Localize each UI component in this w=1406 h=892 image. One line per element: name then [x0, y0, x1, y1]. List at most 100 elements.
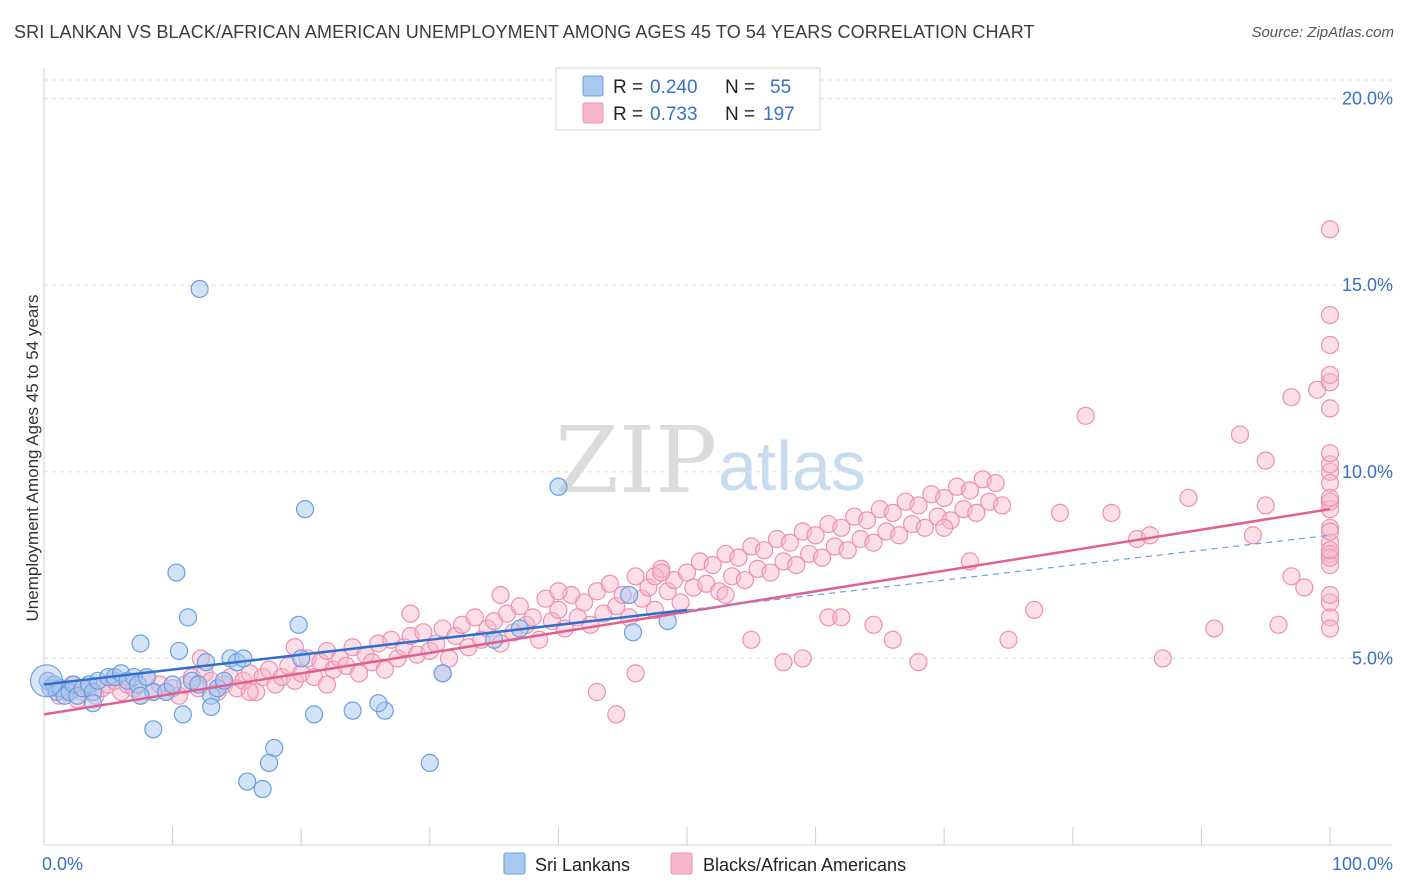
point-blacks-148 — [986, 473, 1005, 493]
point-blacks-136 — [909, 496, 928, 515]
point-blacks-158 — [587, 682, 607, 702]
point-srilankans-36 — [144, 720, 163, 739]
legend-r-label-blue: R = — [613, 77, 643, 98]
point-blacks-74 — [510, 597, 529, 616]
point-srilankans-45 — [304, 705, 324, 724]
point-blacks-165 — [774, 653, 793, 672]
point-blacks-112 — [755, 541, 774, 560]
point-blacks-198 — [1320, 473, 1340, 493]
legend-box: R = 0.240 N = 55 R = 0.733 N = 197 — [555, 67, 821, 131]
point-blacks-88 — [600, 574, 619, 593]
trend-line-blacks — [43, 507, 1331, 716]
y-tick-label-5: 5.0% — [1352, 648, 1393, 668]
point-blacks-108 — [729, 548, 748, 567]
point-blacks-137 — [915, 518, 935, 537]
point-blacks-215 — [1320, 522, 1340, 541]
point-srilankans-43 — [289, 615, 308, 634]
chart-title: SRI LANKAN VS BLACK/AFRICAN AMERICAN UNE… — [14, 22, 1035, 42]
point-blacks-206 — [1320, 399, 1340, 418]
axes — [43, 68, 1392, 846]
point-blacks-209 — [1320, 444, 1340, 463]
point-blacks-203 — [1320, 556, 1340, 575]
point-srilankans-37 — [167, 563, 186, 582]
point-srilankans-57 — [549, 477, 568, 496]
point-blacks-212 — [1320, 305, 1340, 325]
point-srilankans-39 — [190, 279, 209, 299]
point-srilankans-27 — [83, 694, 102, 713]
point-blacks-176 — [1050, 503, 1070, 522]
point-srilankans-53 — [433, 664, 452, 683]
point-blacks-194 — [1256, 451, 1275, 470]
point-blacks-163 — [716, 585, 735, 605]
point-srilankans-54 — [420, 753, 439, 773]
point-blacks-76 — [523, 608, 542, 627]
series-srilankans-points — [29, 279, 677, 799]
point-blacks-97 — [658, 582, 677, 601]
point-blacks-39 — [285, 671, 304, 690]
point-blacks-141 — [941, 511, 960, 530]
series-blacks-points — [38, 220, 1340, 724]
point-blacks-128 — [857, 511, 877, 530]
point-srilankans-28 — [131, 686, 150, 705]
point-srilankans-48 — [238, 772, 257, 791]
point-srilankans-59 — [623, 623, 643, 642]
point-blacks-113 — [761, 563, 780, 582]
legend-r-value-pink: 0.733 — [650, 104, 698, 125]
point-blacks-36 — [266, 675, 285, 694]
trend-line-srilankans — [43, 608, 688, 686]
legend-r-value-blue: 0.240 — [650, 77, 698, 98]
point-blacks-195 — [1282, 388, 1301, 407]
point-blacks-210 — [1320, 488, 1340, 508]
point-blacks-186 — [1256, 496, 1275, 515]
bottom-legend: Sri Lankans Blacks/African Americans — [503, 852, 906, 875]
legend-n-value-blue: 55 — [770, 77, 791, 98]
point-blacks-117 — [787, 556, 806, 575]
y-tick-label-10: 10.0% — [1342, 462, 1393, 482]
point-blacks-213 — [1320, 365, 1340, 384]
x-tick-label-100: 100.0% — [1332, 854, 1393, 874]
point-blacks-157 — [549, 582, 568, 601]
point-blacks-116 — [780, 533, 799, 552]
point-blacks-104 — [703, 556, 722, 575]
point-srilankans-40 — [196, 653, 216, 672]
point-blacks-120 — [806, 526, 825, 545]
point-srilankans-34 — [169, 641, 189, 661]
point-blacks-214 — [1320, 548, 1340, 567]
point-blacks-129 — [864, 533, 883, 552]
point-blacks-172 — [935, 518, 954, 537]
point-blacks-181 — [1153, 649, 1172, 668]
point-blacks-177 — [1076, 406, 1095, 425]
point-srilankans-35 — [131, 634, 150, 653]
point-blacks-154 — [401, 604, 420, 623]
point-blacks-193 — [1320, 593, 1340, 612]
point-blacks-109 — [735, 570, 754, 590]
point-blacks-121 — [812, 548, 832, 567]
point-srilankans-38 — [178, 608, 198, 627]
point-srilankans-50 — [343, 701, 362, 720]
point-blacks-84 — [575, 593, 594, 612]
watermark: ZIP atlas — [555, 407, 866, 514]
point-blacks-188 — [1282, 567, 1301, 586]
point-blacks-99 — [671, 593, 690, 612]
legend-r-label-pink: R = — [613, 104, 643, 125]
point-srilankans-49 — [253, 779, 272, 799]
point-blacks-185 — [1243, 526, 1262, 545]
point-blacks-204 — [1320, 585, 1340, 605]
point-blacks-183 — [1205, 619, 1224, 638]
point-blacks-184 — [1230, 425, 1250, 444]
point-srilankans-large — [29, 664, 64, 698]
watermark-zip: ZIP — [555, 407, 717, 514]
point-blacks-153 — [317, 675, 337, 694]
point-blacks-125 — [838, 541, 857, 560]
point-blacks-167 — [819, 608, 838, 627]
y-axis-label: Unemployment Among Ages 45 to 54 years — [23, 295, 42, 622]
watermark-atlas: atlas — [718, 427, 866, 505]
legend-swatch-blue — [582, 75, 604, 97]
point-blacks-171 — [909, 653, 928, 672]
point-blacks-162 — [652, 563, 671, 582]
point-blacks-178 — [1102, 503, 1121, 522]
point-blacks-175 — [1025, 600, 1044, 620]
point-blacks-149 — [992, 496, 1012, 515]
point-srilankans-58 — [620, 585, 639, 605]
point-blacks-182 — [1179, 488, 1198, 508]
